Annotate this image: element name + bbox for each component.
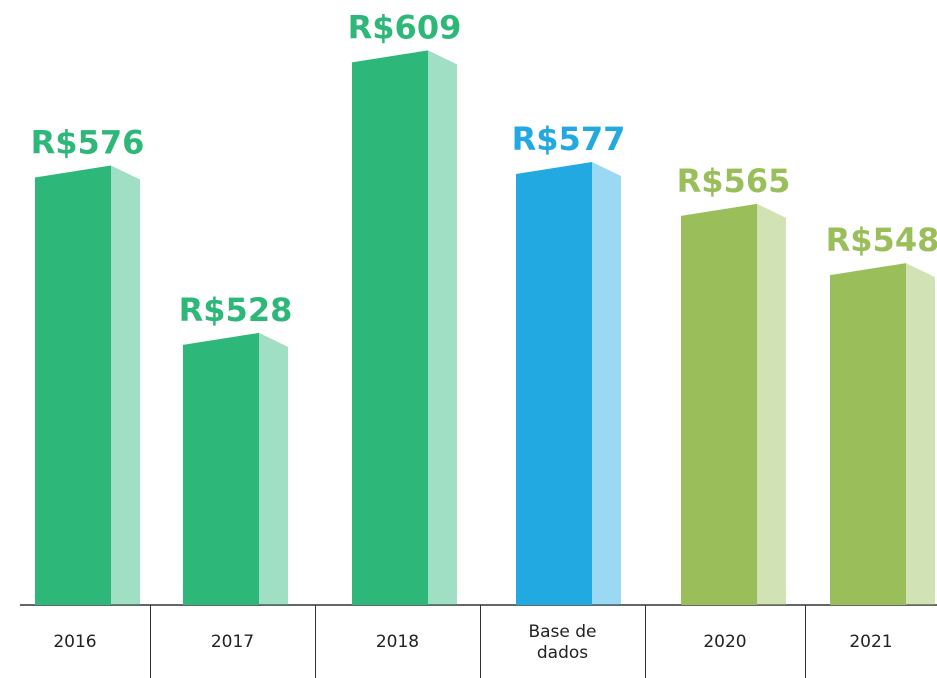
bar-front [516, 161, 592, 605]
value-label: R$548 [826, 221, 937, 259]
bar-front [352, 50, 428, 605]
bar-side [428, 50, 457, 605]
category-label: 2021 [849, 632, 893, 652]
bar-front [830, 263, 906, 605]
value-label: R$609 [348, 8, 462, 46]
bar-front [681, 203, 757, 605]
table-separator [315, 605, 316, 678]
bar-side [592, 161, 621, 605]
bar-side [111, 165, 140, 605]
value-label: R$577 [512, 120, 626, 158]
bar-side [757, 203, 786, 605]
category-label: 2020 [703, 632, 747, 652]
category-label: 2018 [375, 632, 420, 652]
value-label: R$565 [677, 162, 791, 200]
bar-side [259, 332, 288, 605]
category-label: 2016 [53, 632, 97, 652]
table-separator [150, 605, 151, 678]
table-separator [645, 605, 646, 678]
category-label: Base de dados [528, 621, 597, 663]
bar-front [183, 332, 259, 605]
bar-front [35, 165, 111, 605]
table-separator [805, 605, 806, 678]
category-label: 2017 [210, 632, 255, 652]
value-label: R$528 [179, 291, 293, 329]
table-separator [480, 605, 481, 678]
bar-side [906, 263, 935, 605]
value-label: R$576 [31, 123, 145, 161]
